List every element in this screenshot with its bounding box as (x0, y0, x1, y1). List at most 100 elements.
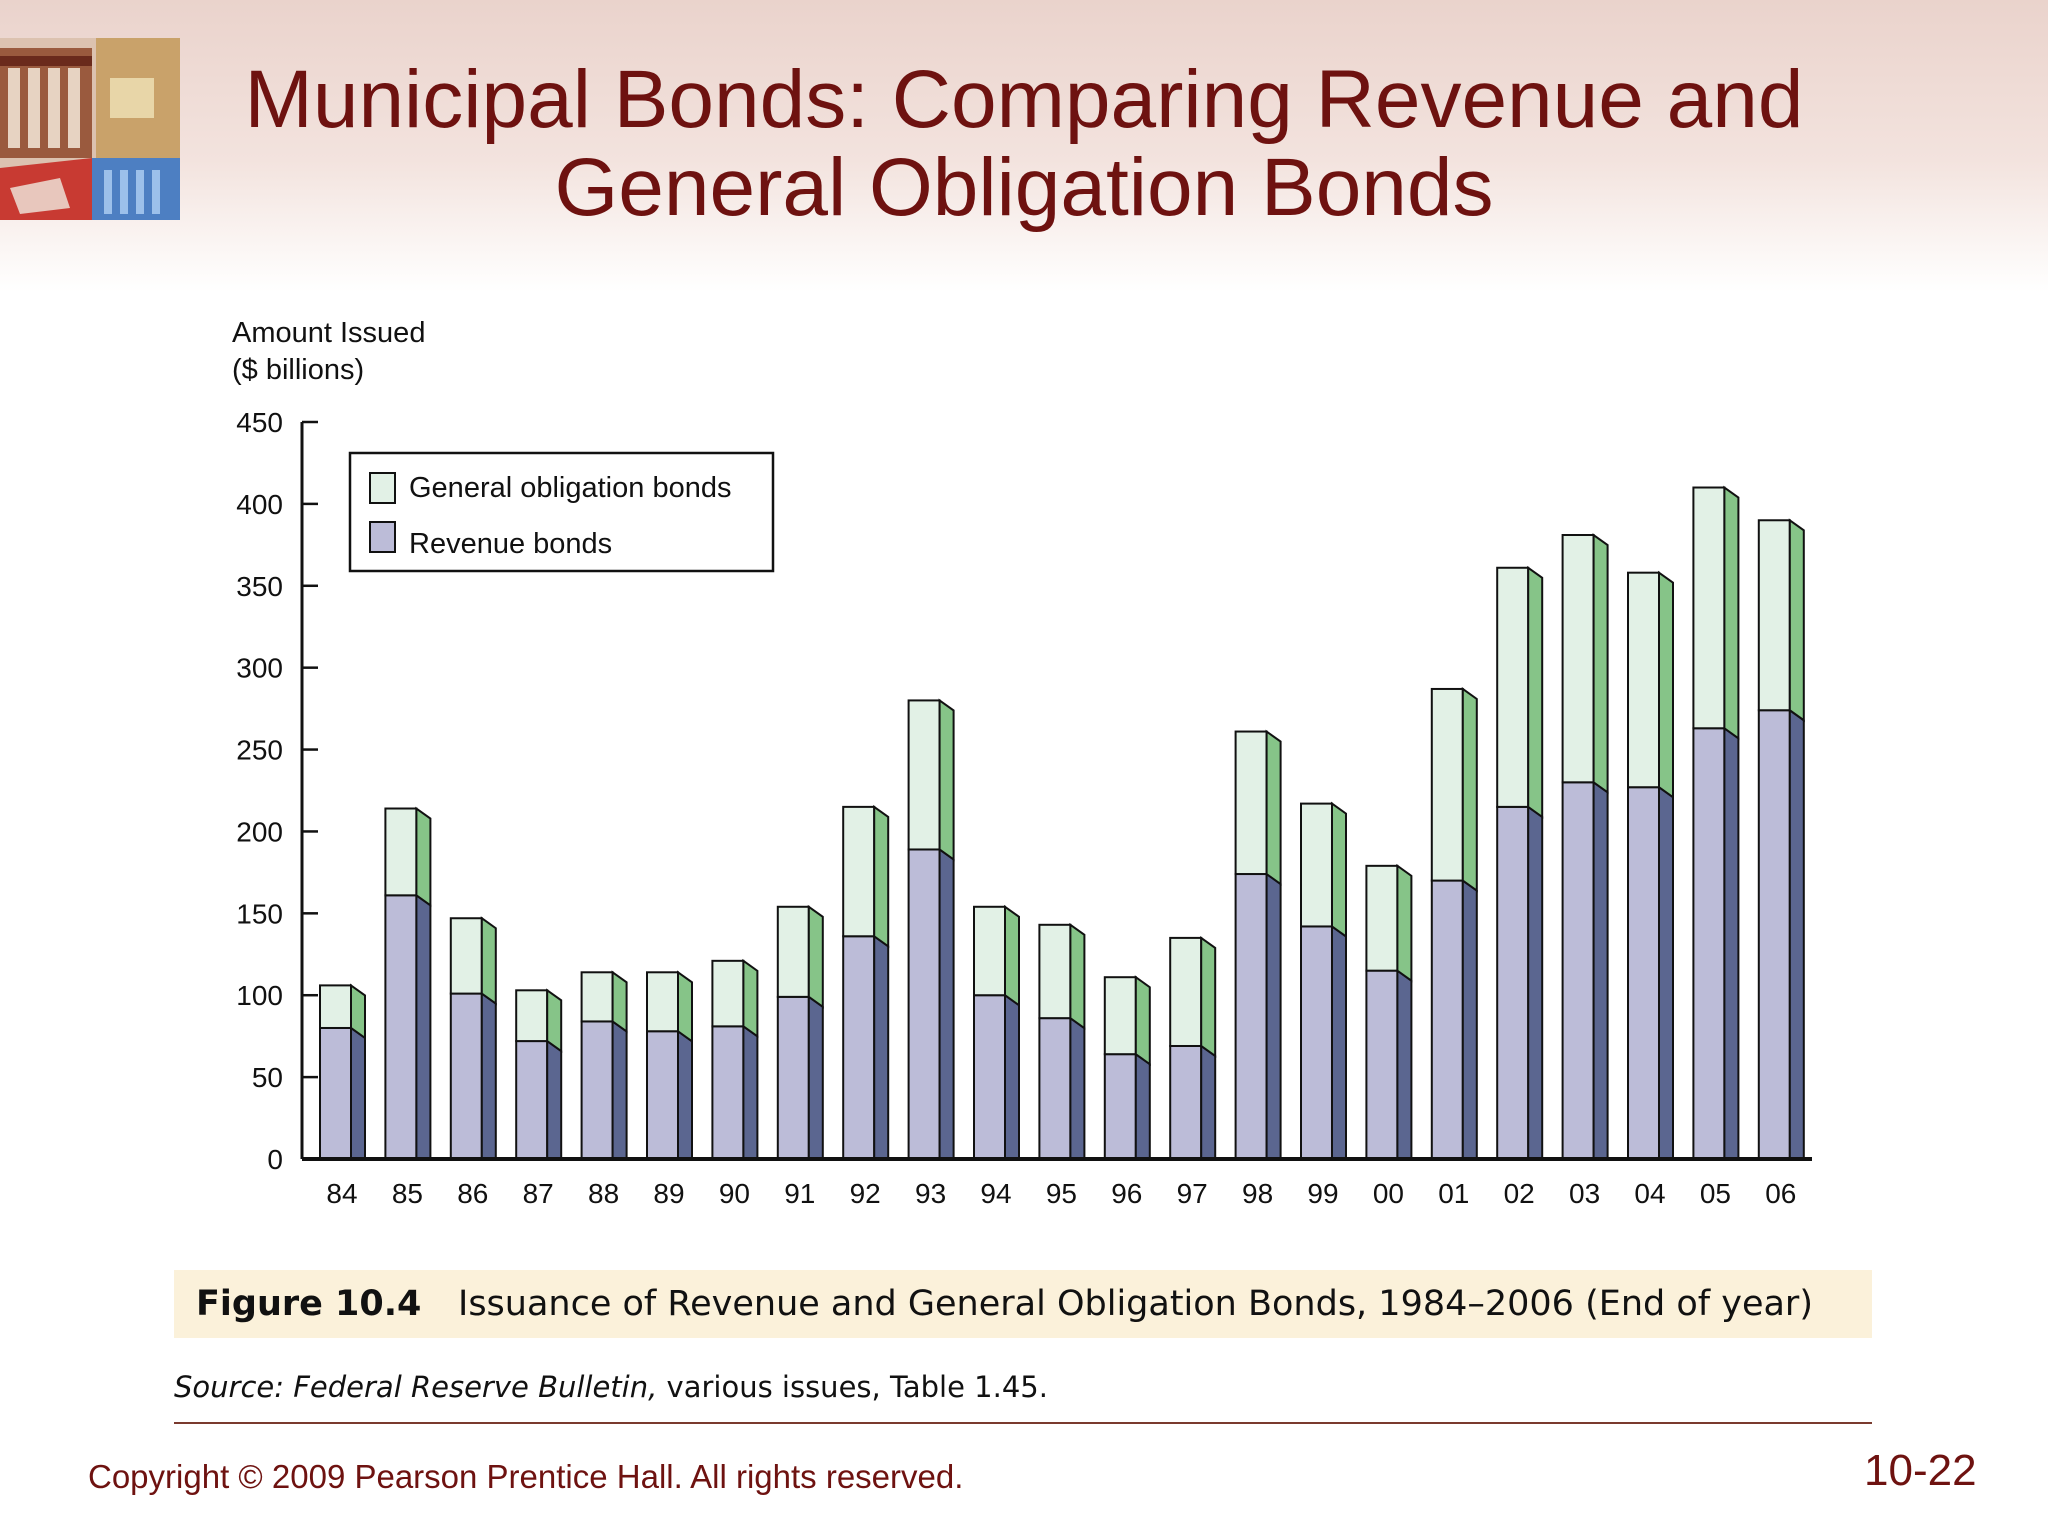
bar-revenue-side-02 (1527, 804, 1544, 1160)
page-title: Municipal Bonds: Comparing Revenue and G… (200, 56, 1848, 232)
bar-revenue-99 (1300, 925, 1333, 1160)
bar-revenue-side-06 (1788, 708, 1805, 1160)
x-tick-label: 90 (719, 1178, 750, 1209)
bar-revenue-05 (1692, 727, 1726, 1160)
bar-general-obligation-99 (1300, 802, 1333, 928)
y-tick-label: 400 (236, 489, 283, 520)
y-tick-label: 200 (236, 816, 283, 847)
y-tick-label: 300 (236, 653, 283, 684)
x-tick-label: 93 (915, 1178, 946, 1209)
bar-revenue-04 (1627, 786, 1660, 1160)
bar-general-obligation-93 (907, 699, 941, 851)
bar-revenue-side-93 (938, 847, 955, 1160)
legend-swatch-revenue (369, 521, 396, 553)
bar-general-obligation-side-85 (415, 806, 432, 908)
figure-caption: Figure 10.4 Issuance of Revenue and Gene… (174, 1270, 1872, 1338)
bar-general-obligation-side-92 (873, 804, 890, 949)
divider (174, 1422, 1872, 1424)
y-tick-label: 150 (236, 898, 283, 929)
x-tick-label: 91 (784, 1178, 815, 1209)
bar-general-obligation-side-95 (1069, 922, 1086, 1031)
bar-general-obligation-03 (1561, 534, 1595, 784)
bar-revenue-side-85 (415, 893, 432, 1160)
x-tick-label: 99 (1307, 1178, 1338, 1209)
bar-general-obligation-side-90 (742, 958, 759, 1039)
bar-revenue-side-94 (1004, 993, 1020, 1160)
bar-revenue-90 (711, 1025, 745, 1161)
bar-revenue-side-98 (1265, 872, 1282, 1160)
y-tick-label: 250 (236, 735, 283, 766)
bar-general-obligation-04 (1627, 571, 1660, 789)
bar-revenue-side-05 (1723, 726, 1740, 1160)
y-axis-label: Amount Issued (232, 317, 425, 349)
bar-general-obligation-side-06 (1788, 518, 1805, 723)
bar-chart: Amount Issued($ billions)050100150200250… (232, 317, 1812, 1209)
bar-general-obligation-side-98 (1265, 729, 1282, 886)
x-tick-label: 00 (1373, 1178, 1404, 1209)
bar-general-obligation-side-00 (1396, 863, 1413, 983)
source-details: various issues, Table 1.45. (666, 1370, 1048, 1404)
bar-revenue-side-01 (1461, 878, 1478, 1160)
bar-revenue-89 (646, 1030, 679, 1161)
bar-general-obligation-86 (449, 917, 483, 995)
bar-general-obligation-side-89 (677, 970, 693, 1044)
bar-general-obligation-side-03 (1592, 533, 1609, 795)
x-tick-label: 01 (1438, 1178, 1469, 1209)
source-label: Source: (174, 1370, 285, 1404)
x-tick-label: 03 (1569, 1178, 1600, 1209)
bar-revenue-side-89 (677, 1029, 693, 1160)
y-axis-unit-label: ($ billions) (232, 354, 364, 386)
bar-general-obligation-side-05 (1723, 485, 1740, 741)
bar-revenue-85 (384, 894, 418, 1160)
x-tick-label: 89 (653, 1178, 684, 1209)
bar-revenue-95 (1038, 1017, 1072, 1161)
bar-general-obligation-98 (1234, 730, 1268, 876)
bar-revenue-side-95 (1069, 1016, 1086, 1160)
x-tick-label: 04 (1634, 1178, 1665, 1209)
x-tick-label: 84 (326, 1178, 357, 1209)
bar-general-obligation-85 (384, 807, 418, 897)
bar-revenue-side-91 (807, 994, 824, 1160)
bar-general-obligation-02 (1496, 566, 1530, 808)
source-title: Federal Reserve Bulletin, (293, 1370, 658, 1404)
title-line-2: General Obligation Bonds (554, 142, 1494, 233)
bar-general-obligation-95 (1038, 923, 1072, 1020)
bar-general-obligation-side-02 (1527, 565, 1544, 819)
y-tick-label: 100 (236, 980, 283, 1011)
x-tick-label: 98 (1242, 1178, 1273, 1209)
building-logo-icon (0, 38, 180, 220)
bar-revenue-02 (1496, 805, 1530, 1160)
bar-revenue-01 (1430, 879, 1464, 1160)
bar-revenue-93 (907, 848, 941, 1161)
bar-revenue-97 (1169, 1044, 1203, 1161)
x-tick-label: 85 (392, 1178, 423, 1209)
slide-header: Municipal Bonds: Comparing Revenue and G… (0, 0, 2048, 292)
bar-general-obligation-96 (1103, 976, 1137, 1056)
legend-swatch-general-obligation (369, 472, 396, 504)
title-line-1: Municipal Bonds: Comparing Revenue and (244, 54, 1804, 145)
bar-general-obligation-side-97 (1200, 935, 1217, 1058)
bar-general-obligation-side-91 (807, 904, 824, 1009)
bar-general-obligation-side-87 (546, 988, 563, 1054)
x-tick-label: 86 (457, 1178, 488, 1209)
bar-revenue-88 (580, 1020, 614, 1161)
figure-caption-text: Issuance of Revenue and General Obligati… (458, 1284, 1813, 1324)
page-number: 10-22 (1864, 1446, 1977, 1495)
legend-label-general-obligation: General obligation bonds (409, 472, 731, 504)
bar-general-obligation-side-99 (1331, 801, 1347, 939)
x-tick-label: 96 (1111, 1178, 1142, 1209)
bar-revenue-side-86 (480, 991, 497, 1160)
bar-revenue-91 (776, 995, 810, 1160)
y-tick-label: 50 (252, 1062, 283, 1093)
bar-general-obligation-00 (1365, 864, 1399, 972)
bar-revenue-side-97 (1200, 1044, 1217, 1160)
figure-source: Source: Federal Reserve Bulletin, variou… (174, 1370, 1048, 1404)
bar-revenue-side-99 (1331, 924, 1347, 1160)
x-tick-label: 92 (850, 1178, 881, 1209)
y-tick-label: 350 (236, 571, 283, 602)
bar-revenue-92 (842, 935, 876, 1160)
bar-revenue-00 (1365, 969, 1399, 1161)
bar-general-obligation-side-86 (480, 916, 497, 1006)
bar-general-obligation-84 (319, 984, 352, 1029)
x-tick-label: 95 (1046, 1178, 1077, 1209)
